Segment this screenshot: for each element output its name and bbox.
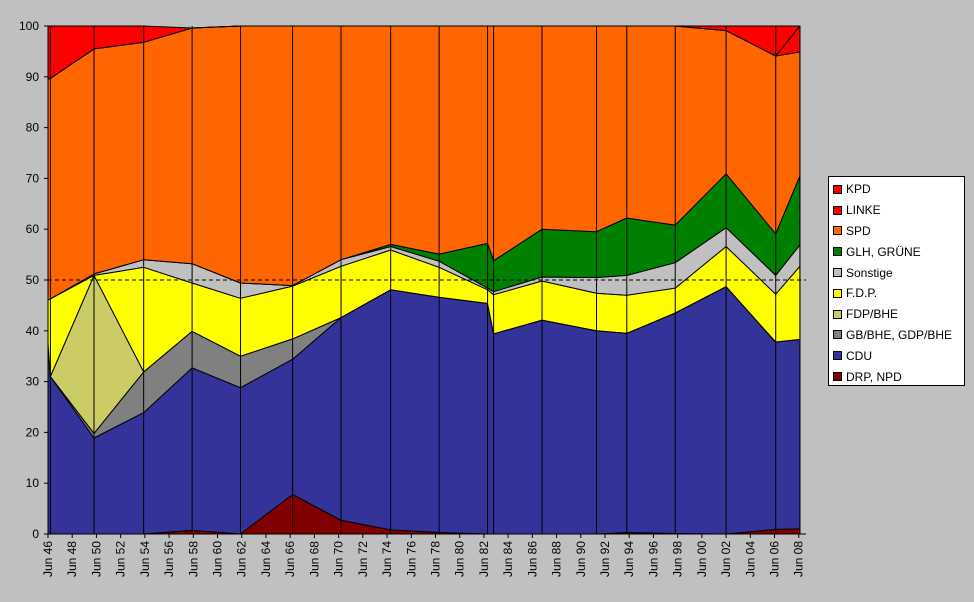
x-tick-label: Jun 50 [89, 541, 103, 577]
x-tick-label: Jun 46 [41, 541, 55, 577]
legend-label: GLH, GRÜNE [846, 244, 921, 259]
legend: KPD LINKE SPD GLH, GRÜNE Sonstige F.D.P. FDP/B… [828, 176, 965, 386]
x-tick-label: Jun 98 [671, 541, 685, 577]
x-tick-label: Jun 02 [719, 541, 733, 577]
x-tick-label: Jun 86 [525, 541, 539, 577]
x-tick-label: Jun 92 [598, 541, 612, 577]
x-tick-label: Jun 66 [283, 541, 297, 577]
y-tick-label: 80 [26, 121, 40, 135]
y-tick-label: 20 [26, 425, 40, 439]
y-axis: 0 10 20 30 40 50 60 70 80 90 100 [19, 19, 806, 541]
x-tick-label: Jun 82 [477, 541, 491, 577]
x-tick-label: Jun 06 [768, 541, 782, 577]
x-tick-label: Jun 88 [550, 541, 564, 577]
y-tick-label: 40 [26, 324, 40, 338]
legend-item-drp-npd: DRP, NPD [833, 366, 964, 387]
area-kpd [47, 25, 801, 80]
x-axis: Jun 46 Jun 48 Jun 50 Jun 52 Jun 54 Jun 56 Jun … [41, 533, 806, 577]
x-tick-label: Jun 84 [501, 541, 515, 577]
legend-label: GB/BHE, GDP/BHE [846, 327, 953, 342]
y-tick-label: 10 [26, 476, 40, 490]
x-tick-label: Jun 60 [211, 541, 225, 577]
legend-item-linke: LINKE [833, 200, 964, 221]
legend-label: DRP, NPD [846, 369, 902, 384]
legend-label: Sonstige [846, 265, 893, 280]
x-tick-label: Jun 54 [138, 541, 152, 577]
legend-swatch [833, 288, 842, 298]
legend-item-cdu: CDU [833, 345, 964, 366]
x-tick-label: Jun 74 [380, 541, 394, 577]
legend-swatch [833, 330, 842, 340]
x-tick-label: Jun 04 [743, 541, 757, 577]
x-tick-label: Jun 72 [356, 541, 370, 577]
x-tick-label: Jun 90 [574, 541, 588, 577]
legend-item-spd: SPD [833, 221, 964, 242]
legend-label: CDU [846, 348, 872, 363]
legend-item-gb-bhe-gdp-bhe: GB/BHE, GDP/BHE [833, 325, 964, 346]
legend-swatch [833, 247, 842, 257]
legend-label: F.D.P. [846, 286, 878, 301]
y-tick-label: 60 [26, 222, 40, 236]
x-tick-label: Jun 68 [307, 541, 321, 577]
area-series-group [47, 25, 801, 535]
legend-label: SPD [846, 223, 871, 238]
y-tick-label: 70 [26, 171, 40, 185]
legend-item-f-d-p: F.D.P. [833, 283, 964, 304]
legend-swatch [833, 351, 842, 361]
legend-swatch [833, 205, 842, 215]
legend-item-glh-gr-ne: GLH, GRÜNE [833, 241, 964, 262]
y-tick-label: 50 [26, 273, 40, 287]
legend-label: LINKE [846, 203, 881, 218]
x-tick-label: Jun 80 [453, 541, 467, 577]
x-tick-label: Jun 08 [792, 541, 806, 577]
legend-label: KPD [846, 182, 871, 197]
y-tick-label: 90 [26, 70, 40, 84]
x-tick-label: Jun 58 [186, 541, 200, 577]
x-tick-label: Jun 94 [622, 541, 636, 577]
x-tick-label: Jun 52 [114, 541, 128, 577]
x-tick-label: Jun 96 [646, 541, 660, 577]
legend-label: FDP/BHE [846, 307, 899, 322]
legend-item-sonstige: Sonstige [833, 262, 964, 283]
y-tick-label: 30 [26, 375, 40, 389]
y-tick-label: 100 [19, 19, 39, 33]
x-tick-label: Jun 56 [162, 541, 176, 577]
legend-swatch [833, 184, 842, 194]
legend-swatch [833, 226, 842, 236]
x-tick-label: Jun 78 [428, 541, 442, 577]
legend-item-fdp-bhe: FDP/BHE [833, 304, 964, 325]
x-tick-label: Jun 00 [695, 541, 709, 577]
y-tick-label: 0 [32, 527, 39, 541]
x-tick-label: Jun 62 [235, 541, 249, 577]
legend-swatch [833, 268, 842, 278]
x-tick-label: Jun 76 [404, 541, 418, 577]
x-tick-label: Jun 70 [332, 541, 346, 577]
legend-swatch [833, 372, 842, 382]
x-tick-label: Jun 48 [65, 541, 79, 577]
x-tick-label: Jun 64 [259, 541, 273, 577]
legend-item-kpd: KPD [833, 179, 964, 200]
legend-swatch [833, 309, 842, 319]
